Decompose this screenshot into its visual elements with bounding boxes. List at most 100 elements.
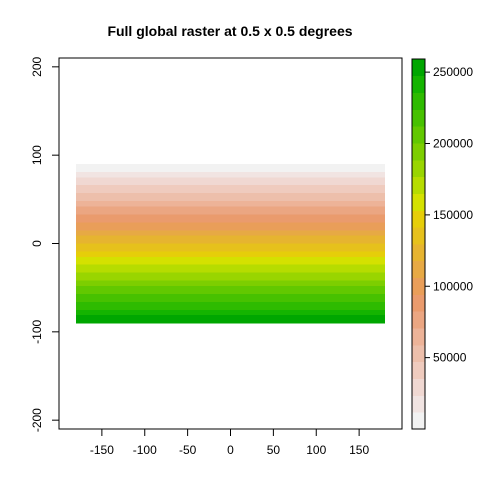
raster-band	[76, 177, 385, 181]
legend-swatch	[412, 378, 425, 396]
legend-tick-label: 200000	[433, 137, 473, 151]
raster-band	[76, 209, 385, 213]
y-tick-label: 100	[30, 145, 44, 165]
raster-band	[76, 317, 385, 321]
raster-band	[76, 235, 385, 239]
raster-band	[76, 304, 385, 308]
legend-swatch	[412, 260, 425, 279]
legend-swatch	[412, 311, 425, 329]
raster-band	[76, 185, 385, 189]
raster-band	[76, 312, 385, 316]
raster-band	[76, 267, 385, 271]
raster-band	[76, 238, 385, 242]
x-tick-label: 100	[306, 443, 326, 457]
raster-band	[76, 264, 385, 268]
legend-tick-label: 250000	[433, 65, 473, 79]
raster-band	[76, 280, 385, 284]
raster-band	[76, 307, 385, 311]
raster-band	[76, 227, 385, 231]
color-legend: 50000 100000 150000 200000 250000	[411, 58, 473, 430]
legend-swatch	[412, 143, 425, 161]
raster-band	[76, 187, 385, 192]
x-tick-label: 150	[349, 443, 369, 457]
x-tick-label: -100	[133, 443, 157, 457]
raster-band	[76, 272, 385, 276]
raster-band	[76, 243, 385, 247]
legend-swatch	[412, 193, 425, 211]
raster-band	[76, 270, 385, 274]
raster-band	[76, 254, 385, 258]
raster-band	[76, 262, 385, 266]
raster-band	[76, 222, 385, 226]
raster-band	[76, 211, 385, 215]
raster-band	[76, 301, 385, 306]
raster-band	[76, 288, 385, 292]
raster-band	[76, 277, 385, 282]
raster-band	[76, 293, 385, 298]
raster-band	[76, 275, 385, 279]
raster-band	[76, 283, 385, 287]
legend-swatch	[412, 227, 425, 245]
x-tick-label: 50	[267, 443, 281, 457]
raster-band	[76, 201, 385, 205]
legend-swatch	[412, 92, 425, 110]
x-tick-label: 0	[227, 443, 234, 457]
legend-swatch	[412, 412, 425, 430]
raster-band	[76, 320, 385, 324]
legend-swatch	[412, 328, 425, 346]
raster-band	[76, 232, 385, 237]
raster-band	[76, 182, 385, 186]
raster-band	[76, 166, 385, 170]
chart-title: Full global raster at 0.5 x 0.5 degrees	[107, 23, 352, 39]
x-tick-label: -150	[90, 443, 114, 457]
raster-band	[76, 206, 385, 210]
legend-frame	[411, 58, 426, 430]
raster-band	[76, 217, 385, 221]
legend-tick-label: 50000	[433, 351, 467, 365]
raster-band	[76, 256, 385, 260]
legend-swatch	[412, 277, 425, 295]
raster-band	[76, 259, 385, 263]
raster-band	[76, 171, 385, 176]
raster-band	[76, 299, 385, 303]
legend-swatch	[412, 176, 425, 194]
raster-band	[76, 169, 385, 173]
raster-band	[76, 164, 385, 168]
raster-band	[76, 198, 385, 202]
legend-swatch	[412, 210, 425, 228]
legend-tick-label: 100000	[433, 279, 473, 293]
raster-band	[76, 251, 385, 255]
y-tick-label: -200	[30, 408, 44, 432]
raster-band	[76, 230, 385, 234]
legend-swatch	[412, 126, 425, 144]
raster-band	[76, 190, 385, 194]
raster-band	[76, 315, 385, 319]
raster-band	[76, 214, 385, 218]
raster-band	[76, 203, 385, 207]
raster-band	[76, 248, 385, 253]
raster-band	[76, 195, 385, 200]
raster-band	[76, 224, 385, 229]
legend-swatch	[412, 395, 425, 413]
x-axis: -150 -100 -50 0 50 100 150	[90, 428, 369, 457]
legend-swatch	[412, 244, 425, 262]
x-tick-label: -50	[179, 443, 197, 457]
legend-swatch	[412, 361, 425, 379]
y-axis: -200 -100 0 100 200	[30, 57, 60, 432]
legend-swatch	[412, 159, 425, 178]
legend-tick-label: 150000	[433, 208, 473, 222]
legend-swatch	[412, 75, 425, 94]
legend-swatch	[412, 109, 425, 127]
legend-swatch	[412, 344, 425, 363]
raster-band	[76, 193, 385, 197]
raster-band	[76, 240, 385, 245]
raster-band	[76, 296, 385, 300]
y-tick-label: 0	[30, 240, 44, 247]
raster-band	[76, 285, 385, 290]
legend-swatch	[412, 59, 425, 77]
legend-swatch	[412, 294, 425, 312]
raster-band	[76, 179, 385, 184]
raster-band	[76, 309, 385, 313]
raster-band	[76, 291, 385, 295]
